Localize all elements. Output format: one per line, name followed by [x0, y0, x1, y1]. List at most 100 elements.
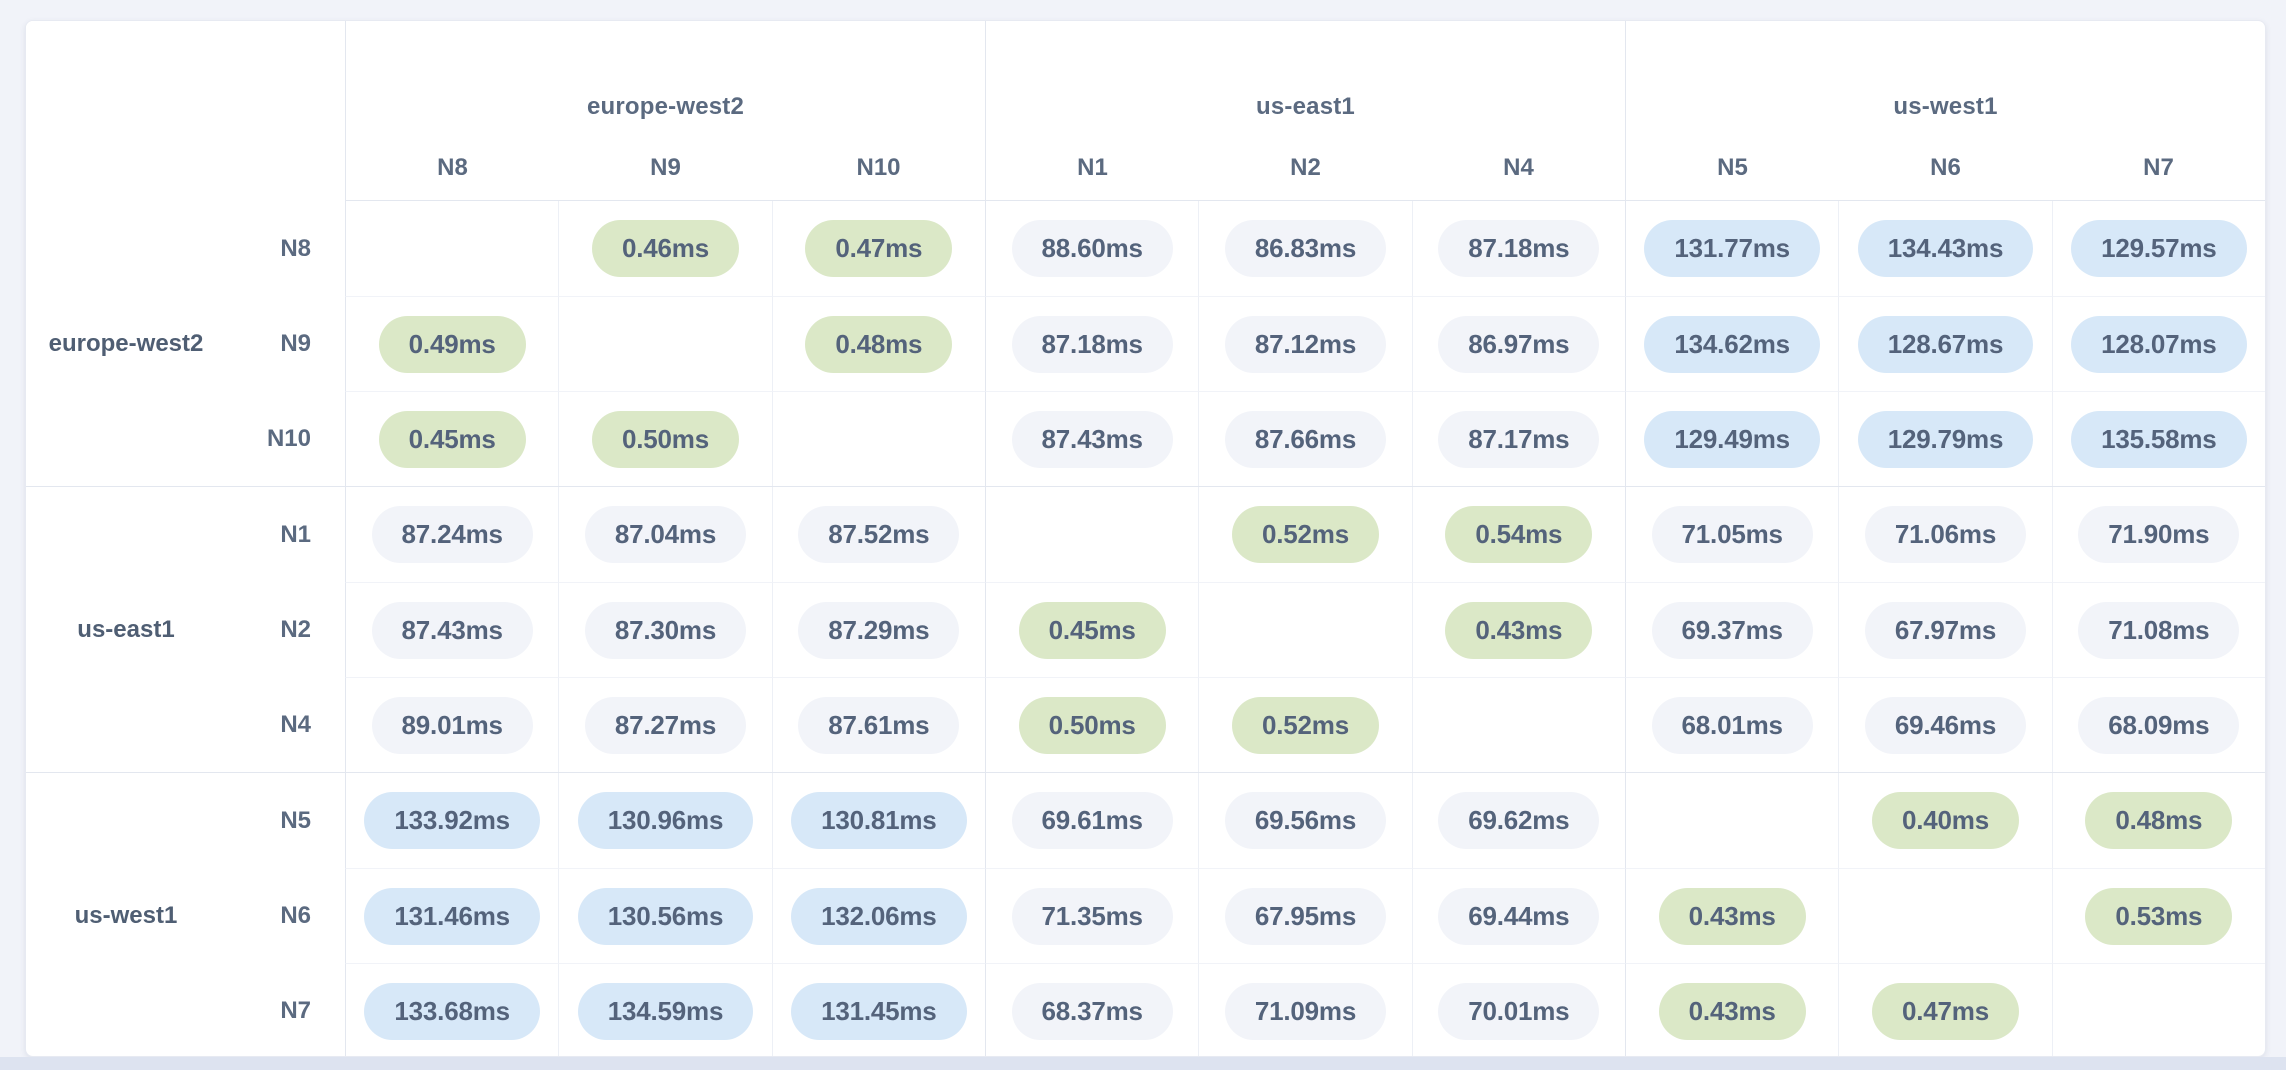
latency-pill[interactable]: 67.97ms [1864, 601, 2027, 659]
latency-cell-N4-N7: 68.09ms [2051, 677, 2265, 772]
latency-pill[interactable]: 130.96ms [577, 792, 754, 849]
latency-cell-N1-N2: 0.52ms [1198, 487, 1411, 582]
latency-pill[interactable]: 87.24ms [371, 506, 533, 563]
latency-pill[interactable]: 71.06ms [1864, 506, 2027, 563]
latency-pill[interactable]: 131.46ms [364, 887, 540, 945]
latency-pill[interactable]: 130.81ms [791, 792, 967, 849]
latency-pill[interactable]: 0.52ms [1232, 696, 1379, 754]
latency-pill[interactable]: 0.52ms [1232, 506, 1379, 563]
latency-pill[interactable]: 0.43ms [1445, 601, 1593, 659]
latency-pill[interactable]: 71.90ms [2078, 506, 2240, 563]
latency-pill[interactable]: 131.77ms [1644, 220, 1820, 277]
latency-pill[interactable]: 87.66ms [1224, 410, 1387, 468]
latency-pill[interactable]: 0.43ms [1658, 982, 1806, 1040]
latency-pill[interactable]: 0.46ms [592, 220, 739, 277]
latency-pill[interactable]: 69.37ms [1651, 601, 1813, 659]
latency-pill[interactable]: 69.46ms [1864, 696, 2027, 754]
latency-pill[interactable]: 71.09ms [1224, 982, 1387, 1040]
latency-pill[interactable]: 0.43ms [1658, 887, 1806, 945]
latency-cell-N8-N8 [345, 201, 558, 296]
column-node-headers: N1 N2 N4 [986, 135, 1625, 201]
latency-pill[interactable]: 0.49ms [378, 315, 526, 373]
latency-pill[interactable]: 129.79ms [1857, 410, 2034, 468]
latency-pill[interactable]: 87.43ms [371, 601, 533, 659]
latency-pill[interactable]: 0.47ms [1872, 982, 2019, 1040]
latency-cell-N4-N1: 0.50ms [984, 677, 1199, 772]
latency-pill[interactable]: 0.48ms [805, 315, 953, 373]
latency-pill[interactable]: 67.95ms [1224, 887, 1387, 945]
row-region-label: us-west1 [74, 901, 178, 929]
latency-pill[interactable]: 0.47ms [805, 220, 953, 277]
latency-pill[interactable]: 131.45ms [791, 982, 967, 1040]
latency-cell-N7-N2: 71.09ms [1198, 963, 1412, 1056]
latency-pill[interactable]: 70.01ms [1438, 982, 1600, 1040]
latency-pill[interactable]: 132.06ms [791, 887, 967, 945]
latency-pill[interactable]: 87.61ms [798, 696, 960, 754]
latency-pill[interactable]: 134.59ms [577, 982, 754, 1040]
row-group-us-west1: us-west1 N5 133.92ms 130.96ms 130.81ms 69.61m… [26, 772, 2265, 1056]
row-node-label-N5: N5 [280, 806, 311, 834]
latency-cell-N6-N2: 67.95ms [1198, 868, 1412, 963]
latency-pill[interactable]: 133.92ms [364, 792, 540, 849]
latency-pill[interactable]: 129.49ms [1644, 410, 1820, 468]
latency-pill[interactable]: 128.07ms [2071, 315, 2247, 373]
latency-cell-N1-N4: 0.54ms [1411, 487, 1625, 582]
latency-pill[interactable]: 69.62ms [1438, 792, 1600, 849]
latency-pill[interactable]: 0.48ms [2085, 792, 2233, 849]
latency-cell-N1-N6: 71.06ms [1838, 487, 2051, 582]
latency-pill[interactable]: 134.43ms [1857, 220, 2034, 277]
latency-pill[interactable]: 0.50ms [1018, 696, 1166, 754]
latency-cell-N8-N6: 134.43ms [1838, 201, 2051, 296]
latency-pill[interactable]: 71.05ms [1651, 506, 1813, 563]
latency-cell-N10-N1: 87.43ms [984, 391, 1199, 486]
latency-pill[interactable]: 71.35ms [1011, 887, 1173, 945]
latency-pill[interactable]: 87.27ms [584, 696, 747, 754]
latency-pill[interactable]: 87.17ms [1438, 410, 1600, 468]
latency-pill[interactable]: 87.29ms [798, 601, 960, 659]
latency-pill[interactable]: 0.40ms [1872, 792, 2019, 849]
latency-pill[interactable]: 87.43ms [1011, 410, 1173, 468]
latency-pill[interactable]: 87.18ms [1011, 315, 1173, 373]
latency-pill[interactable]: 87.12ms [1224, 315, 1387, 373]
latency-pill[interactable]: 87.52ms [798, 506, 960, 563]
latency-pill[interactable]: 135.58ms [2071, 410, 2247, 468]
latency-cell-N9-N6: 128.67ms [1838, 296, 2052, 391]
latency-pill[interactable]: 128.67ms [1857, 315, 2034, 373]
latency-cell-N2-N6: 67.97ms [1838, 582, 2052, 677]
latency-pill[interactable]: 71.08ms [2078, 601, 2240, 659]
latency-cell-N1-N9: 87.04ms [558, 487, 771, 582]
latency-pill[interactable]: 68.09ms [2078, 696, 2240, 754]
latency-pill[interactable]: 68.01ms [1651, 696, 1813, 754]
column-header-N2: N2 [1290, 154, 1321, 181]
latency-pill[interactable]: 87.04ms [584, 506, 747, 563]
latency-cell-N5-N1: 69.61ms [984, 773, 1198, 868]
latency-pill[interactable]: 130.56ms [577, 887, 754, 945]
latency-pill[interactable]: 134.62ms [1644, 315, 1820, 373]
latency-pill[interactable]: 68.37ms [1011, 982, 1173, 1040]
latency-pill[interactable]: 0.54ms [1445, 506, 1593, 563]
latency-pill[interactable]: 0.45ms [378, 410, 526, 468]
latency-cell-N9-N4: 86.97ms [1411, 296, 1625, 391]
latency-cell-N5-N5 [1624, 773, 1838, 868]
latency-pill[interactable]: 0.45ms [1018, 601, 1166, 659]
latency-pill[interactable]: 69.56ms [1224, 792, 1387, 849]
latency-cell-N9-N5: 134.62ms [1624, 296, 1839, 391]
latency-cell-N9-N9 [558, 296, 772, 391]
row-group-us-east1: us-east1 N1 87.24ms 87.04ms 87.52ms 0.52ms 0.5… [26, 486, 2265, 772]
latency-pill[interactable]: 86.83ms [1224, 220, 1387, 277]
latency-pill[interactable]: 69.44ms [1438, 887, 1600, 945]
latency-pill[interactable]: 86.97ms [1438, 315, 1600, 373]
latency-cell-N4-N6: 69.46ms [1838, 677, 2052, 772]
latency-pill[interactable]: 87.18ms [1438, 220, 1600, 277]
latency-pill[interactable]: 133.68ms [364, 982, 540, 1040]
latency-pill[interactable]: 0.53ms [2085, 887, 2233, 945]
row-node-label-N1: N1 [280, 520, 311, 548]
latency-pill[interactable]: 69.61ms [1011, 792, 1173, 849]
latency-pill[interactable]: 88.60ms [1011, 220, 1173, 277]
latency-pill[interactable]: 0.50ms [592, 410, 739, 468]
latency-pill[interactable]: 89.01ms [371, 696, 533, 754]
column-group-headers: europe-west2 N8 N9 N10 us-east1 N1 N2 N4 us-west… [345, 21, 2265, 201]
column-group-title: europe-west2 [586, 93, 745, 120]
latency-pill[interactable]: 129.57ms [2071, 220, 2247, 277]
latency-pill[interactable]: 87.30ms [584, 601, 747, 659]
